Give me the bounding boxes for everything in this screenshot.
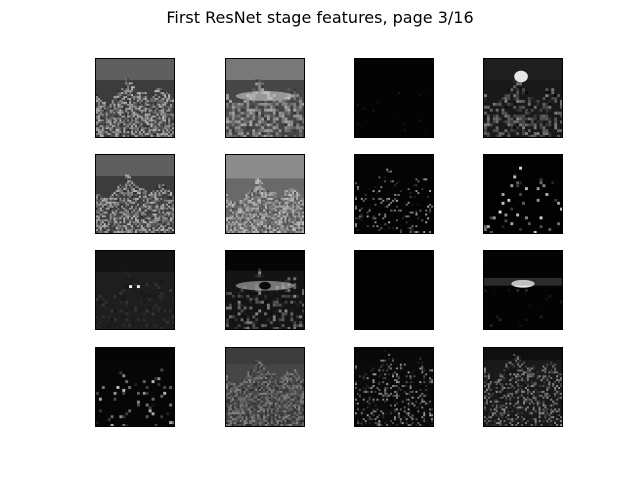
feature-map-13-image — [96, 348, 174, 426]
feature-map-14-image — [226, 348, 304, 426]
feature-map-13 — [95, 347, 175, 427]
feature-map-8 — [483, 154, 563, 234]
feature-map-12 — [483, 250, 563, 330]
feature-map-10 — [225, 250, 305, 330]
feature-map-7-image — [355, 155, 433, 233]
feature-map-3 — [354, 58, 434, 138]
feature-map-4 — [483, 58, 563, 138]
feature-map-11 — [354, 250, 434, 330]
feature-map-1 — [95, 58, 175, 138]
feature-map-6 — [225, 154, 305, 234]
feature-map-5 — [95, 154, 175, 234]
feature-map-6-image — [226, 155, 304, 233]
feature-map-4-image — [484, 59, 562, 137]
feature-map-16 — [483, 347, 563, 427]
feature-map-9-image — [96, 251, 174, 329]
feature-map-3-image — [355, 59, 433, 137]
feature-map-2-image — [226, 59, 304, 137]
figure-title: First ResNet stage features, page 3/16 — [166, 8, 474, 27]
feature-map-15-image — [355, 348, 433, 426]
feature-map-1-image — [96, 59, 174, 137]
feature-map-5-image — [96, 155, 174, 233]
feature-map-12-image — [484, 251, 562, 329]
feature-map-11-image — [355, 251, 433, 329]
feature-map-8-image — [484, 155, 562, 233]
feature-map-9 — [95, 250, 175, 330]
feature-map-7 — [354, 154, 434, 234]
feature-map-10-image — [226, 251, 304, 329]
feature-map-16-image — [484, 348, 562, 426]
feature-map-14 — [225, 347, 305, 427]
feature-map-2 — [225, 58, 305, 138]
feature-map-15 — [354, 347, 434, 427]
